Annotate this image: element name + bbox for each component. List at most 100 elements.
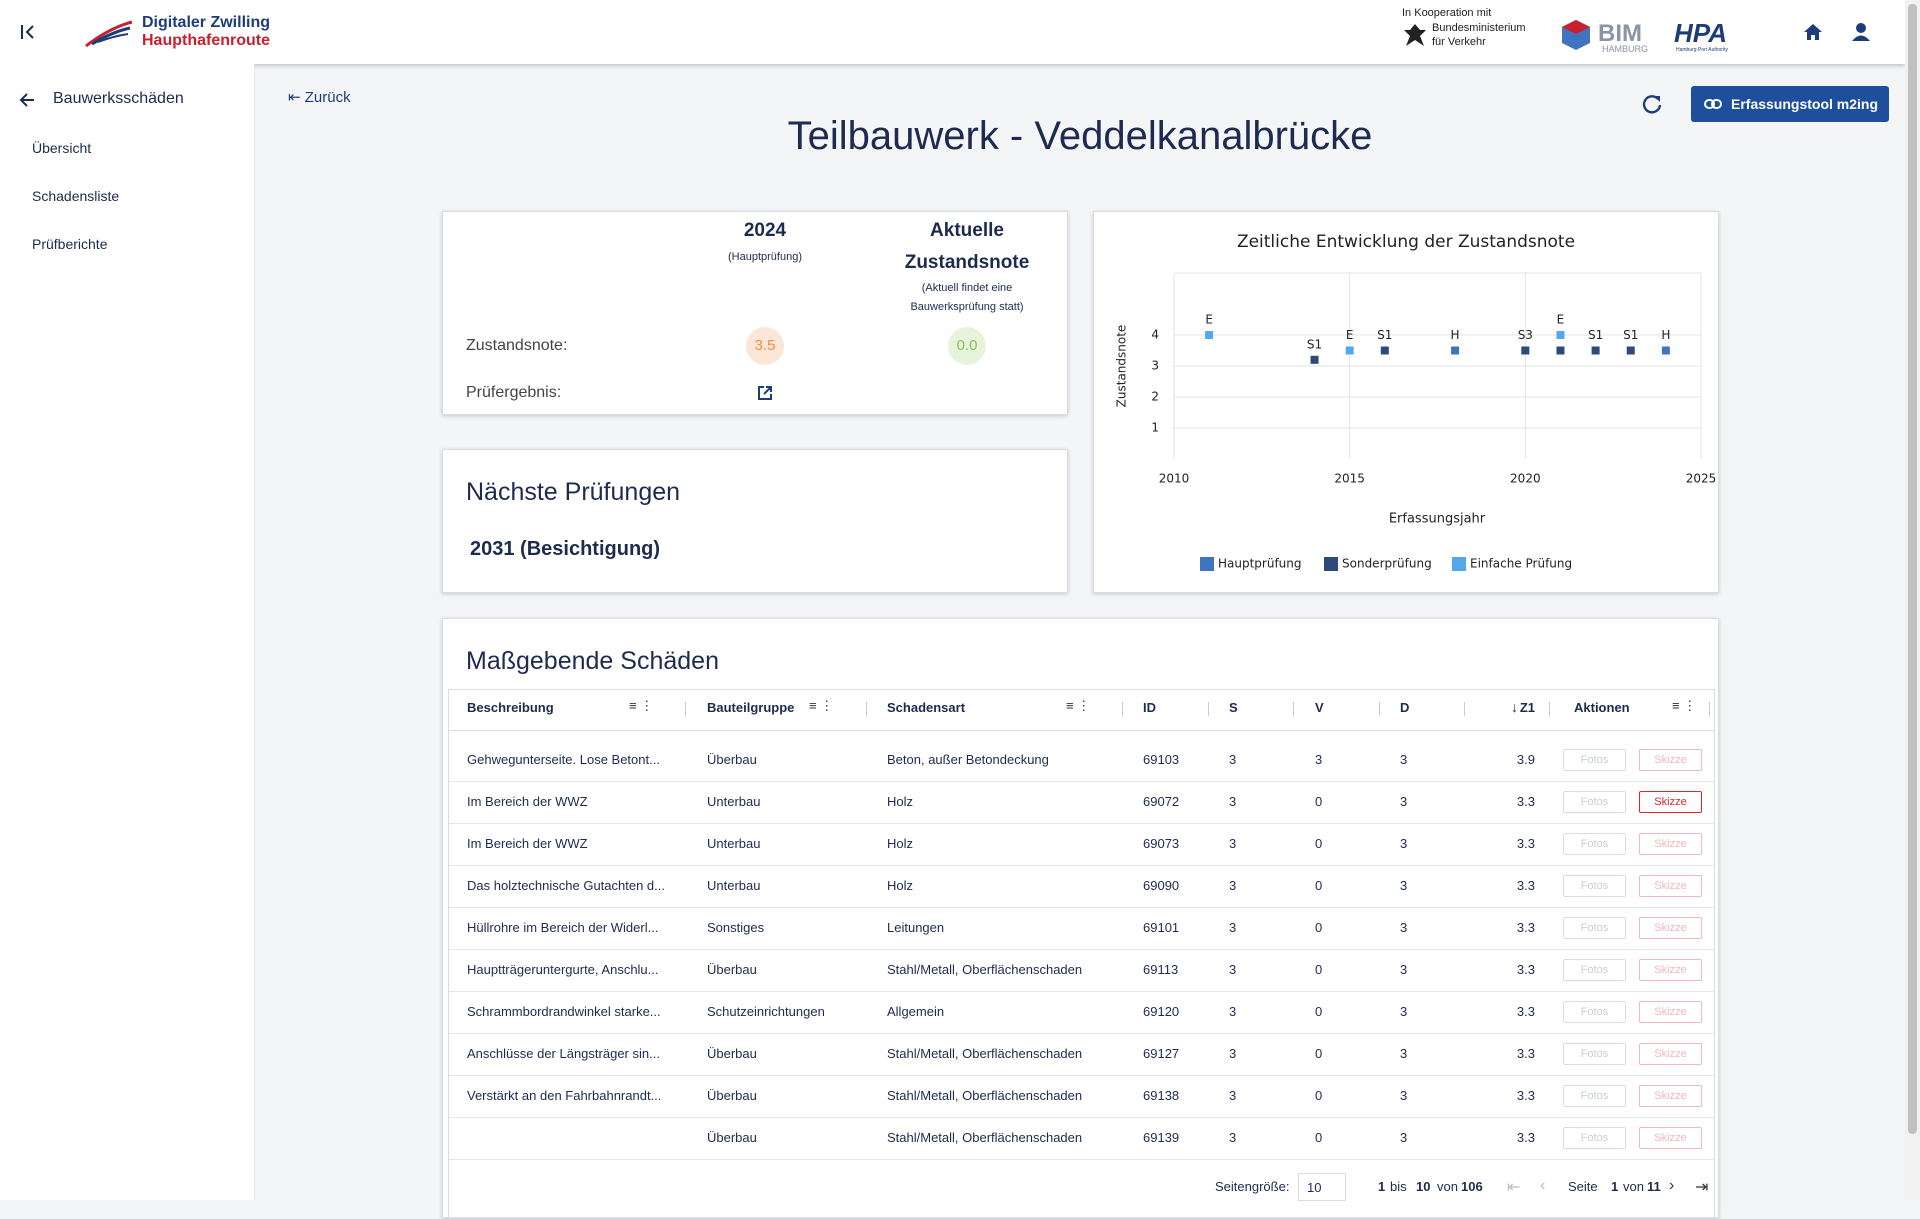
photos-label: Fotos bbox=[1580, 1048, 1609, 1060]
sidebar-item[interactable]: Prüfberichte bbox=[32, 236, 108, 252]
page-nav[interactable]: › bbox=[1669, 1177, 1675, 1194]
user-icon[interactable] bbox=[1850, 21, 1872, 43]
column-separator bbox=[1549, 702, 1550, 716]
point-label: S1 bbox=[1588, 328, 1603, 342]
point[interactable] bbox=[1451, 346, 1460, 355]
table-cell: 0 bbox=[1315, 794, 1323, 809]
hpa-text: HPA bbox=[1674, 18, 1727, 48]
page-nav[interactable]: ⇥ bbox=[1695, 1179, 1709, 1196]
sketch-label: Skizze bbox=[1654, 964, 1687, 976]
row-line bbox=[449, 991, 1714, 992]
back-text[interactable]: Zurück bbox=[304, 89, 351, 106]
sidebar-back[interactable]: Bauwerksschäden bbox=[53, 90, 184, 107]
open-icon[interactable] bbox=[757, 385, 773, 401]
row-line bbox=[449, 1075, 1714, 1076]
column-header[interactable]: ID bbox=[1143, 700, 1156, 715]
column-header[interactable]: Aktionen bbox=[1574, 700, 1630, 715]
page-nav[interactable]: ‹ bbox=[1540, 1177, 1546, 1194]
y-axis-label: Zustandsnote bbox=[1115, 325, 1129, 408]
table-cell: Stahl/Metall, Oberflächenschaden bbox=[887, 962, 1083, 977]
photos-button: Fotos bbox=[1563, 917, 1626, 939]
sketch-button: Skizze bbox=[1639, 1085, 1702, 1107]
ministry-1: Bundesministerium bbox=[1432, 22, 1526, 34]
sketch-label: Skizze bbox=[1654, 796, 1687, 808]
table-cell: Schrammbordrandwinkel starke... bbox=[467, 1004, 661, 1019]
photos-label: Fotos bbox=[1580, 1132, 1609, 1144]
page-nav[interactable]: ⇤ bbox=[1507, 1179, 1521, 1196]
point[interactable] bbox=[1556, 331, 1565, 339]
table-cell: Hauptträgeruntergurte, Anschlu... bbox=[467, 962, 659, 977]
column-header[interactable]: D bbox=[1400, 700, 1410, 715]
table-cell: 0 bbox=[1315, 1046, 1323, 1061]
table-cell: 3 bbox=[1229, 962, 1237, 977]
point[interactable] bbox=[1556, 346, 1565, 355]
sidebar-item[interactable]: Schadensliste bbox=[32, 188, 120, 204]
sketch-label: Skizze bbox=[1654, 838, 1687, 850]
point-label: S3 bbox=[1518, 328, 1533, 342]
table-cell: 3.3 bbox=[1516, 962, 1535, 977]
point[interactable] bbox=[1521, 346, 1530, 355]
table-cell: Überbau bbox=[707, 962, 757, 977]
column-separator bbox=[866, 702, 867, 716]
column-menu[interactable]: ≡ ⋮ bbox=[1672, 698, 1697, 713]
tool-button[interactable]: Erfassungstool m2ing bbox=[1691, 86, 1889, 122]
year-sub: (Hauptprüfung) bbox=[728, 251, 802, 263]
point[interactable] bbox=[1310, 355, 1319, 364]
table-cell: 0 bbox=[1315, 1004, 1323, 1019]
x-tick-label: 2015 bbox=[1334, 472, 1365, 486]
column-separator bbox=[1379, 702, 1380, 716]
column-header[interactable]: V bbox=[1315, 700, 1324, 715]
y-tick-label: 1 bbox=[1151, 421, 1159, 435]
column-separator bbox=[1464, 702, 1465, 716]
link-icon bbox=[1704, 99, 1722, 109]
button-text[interactable]: Erfassungstool m2ing bbox=[1731, 96, 1879, 112]
collapse-icon[interactable] bbox=[18, 22, 38, 42]
table-cell: 69113 bbox=[1143, 962, 1179, 977]
current-sub-2: Bauwerksprüfung statt) bbox=[910, 301, 1024, 313]
table-cell: 3.3 bbox=[1516, 1130, 1535, 1145]
table-cell: 0 bbox=[1315, 1130, 1323, 1145]
back-link[interactable]: ⇤ Zurück bbox=[288, 89, 351, 106]
pagination-text: 1 bbox=[1611, 1179, 1619, 1194]
photos-button: Fotos bbox=[1563, 1127, 1626, 1149]
sketch-label: Skizze bbox=[1654, 922, 1687, 934]
point[interactable] bbox=[1591, 346, 1600, 355]
next-value: 2031 (Besichtigung) bbox=[470, 538, 661, 560]
home-icon[interactable] bbox=[1802, 21, 1824, 43]
page-title: Teilbauwerk - Veddelkanalbrücke bbox=[787, 114, 1373, 158]
refresh-icon[interactable] bbox=[1640, 92, 1664, 116]
pagination-text: 106 bbox=[1461, 1179, 1483, 1194]
sketch-button: Skizze bbox=[1639, 959, 1702, 981]
point[interactable] bbox=[1380, 346, 1389, 355]
point[interactable] bbox=[1205, 331, 1214, 339]
back-icon[interactable] bbox=[17, 90, 37, 110]
table-cell: Anschlüsse der Längsträger sin... bbox=[467, 1046, 660, 1061]
sidebar-item[interactable]: Übersicht bbox=[32, 140, 92, 156]
point-label: S1 bbox=[1307, 337, 1322, 351]
point[interactable] bbox=[1661, 346, 1670, 355]
row-line bbox=[449, 781, 1714, 782]
column-header[interactable]: Bauteilgruppe bbox=[707, 700, 795, 715]
column-menu[interactable]: ≡ ⋮ bbox=[629, 698, 654, 713]
y-tick-label: 3 bbox=[1151, 359, 1159, 373]
column-header[interactable]: Z1 bbox=[1519, 700, 1535, 715]
column-header[interactable]: Schadensart bbox=[887, 700, 966, 715]
page-size-select[interactable]: 10 bbox=[1298, 1173, 1346, 1201]
column-menu[interactable]: ≡ ⋮ bbox=[809, 698, 834, 713]
scroll-thumb[interactable] bbox=[1908, 4, 1917, 1134]
table-cell: 3 bbox=[1229, 794, 1237, 809]
x-tick-label: 2020 bbox=[1510, 472, 1541, 486]
point-label: H bbox=[1661, 328, 1670, 342]
point[interactable] bbox=[1345, 346, 1354, 355]
point[interactable] bbox=[1626, 346, 1635, 355]
column-menu[interactable]: ≡ ⋮ bbox=[1066, 698, 1091, 713]
column-header[interactable]: Beschreibung bbox=[467, 700, 554, 715]
column-header[interactable]: S bbox=[1229, 700, 1238, 715]
hpa-sub: Hamburg Port Authority bbox=[1676, 47, 1728, 53]
table-cell: Unterbau bbox=[707, 794, 761, 809]
table-cell: 0 bbox=[1315, 920, 1323, 935]
sketch-button[interactable]: Skizze bbox=[1639, 791, 1702, 813]
column-separator bbox=[1293, 702, 1294, 716]
table-cell: Unterbau bbox=[707, 836, 761, 851]
table-cell: 3 bbox=[1229, 1046, 1237, 1061]
